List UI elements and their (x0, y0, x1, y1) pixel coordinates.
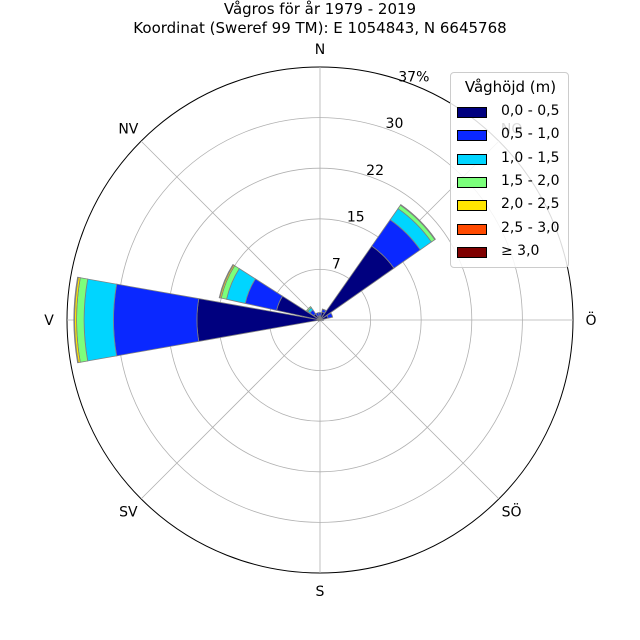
chart-title: Vågros för år 1979 - 2019 (223, 0, 417, 18)
rose-wedge (113, 283, 200, 357)
legend-swatch (457, 130, 487, 142)
ring-label: 15 (347, 210, 365, 226)
rose-wedge (83, 278, 118, 362)
legend-swatch (457, 153, 487, 165)
direction-label: NV (118, 121, 138, 137)
legend-entry: 2,5 - 3,0 (457, 220, 567, 240)
direction-label: N (315, 42, 325, 58)
legend-label: 0,0 - 0,5 (501, 103, 560, 119)
legend-swatch (457, 200, 487, 212)
rose-wedge (305, 305, 312, 312)
ring-label: 22 (366, 163, 384, 179)
legend-entry: 0,0 - 0,5 (457, 103, 567, 123)
direction-label: SV (119, 505, 138, 521)
legend-entry: ≥ 3,0 (457, 243, 567, 263)
grid-spoke (140, 319, 321, 500)
legend-label: 2,5 - 3,0 (501, 219, 560, 236)
rose-wedge (315, 312, 320, 318)
ring-label: 30 (386, 116, 404, 132)
legend-label: 0,5 - 1,0 (501, 126, 560, 143)
chart-subtitle: Koordinat (Sweref 99 TM): E 1054843, N 6… (133, 19, 507, 37)
ring-label: 7 (332, 256, 341, 272)
rose-wedge (326, 312, 334, 319)
rose-wedge (321, 318, 324, 322)
rose-wedge (399, 204, 436, 241)
rose-wedges (73, 204, 436, 364)
legend-swatch (457, 107, 487, 118)
direction-label: S (316, 584, 325, 600)
legend-entry: 1,5 - 2,0 (457, 173, 567, 193)
legend: Våghöjd (m) 0,0 - 0,5 0,5 - 1,0 1,0 - 1,5 1… (450, 72, 569, 268)
direction-label: SÖ (502, 503, 522, 521)
legend-title: Våghöjd (m) (464, 78, 557, 96)
legend-label: 1,0 - 1,5 (501, 149, 560, 166)
direction-label: V (44, 313, 54, 329)
legend-swatch (457, 246, 487, 258)
legend-swatch (457, 223, 487, 235)
grid-spoke (140, 140, 321, 321)
rose-wedge (321, 308, 327, 312)
legend-entry: 2,0 - 2,5 (457, 196, 567, 216)
direction-label: Ö (585, 311, 596, 329)
legend-entry: 0,5 - 1,0 (457, 126, 567, 146)
rose-wedge (73, 276, 79, 364)
legend-label: 2,0 - 2,5 (501, 196, 560, 213)
ring-label: 37% (398, 69, 429, 85)
rose-wedge (218, 263, 235, 299)
grid-spoke (319, 319, 500, 500)
legend-entry: 1,0 - 1,5 (457, 150, 567, 170)
legend-swatch (457, 176, 487, 188)
legend-label: ≥ 3,0 (501, 242, 540, 259)
legend-label: 1,5 - 2,0 (501, 172, 560, 189)
